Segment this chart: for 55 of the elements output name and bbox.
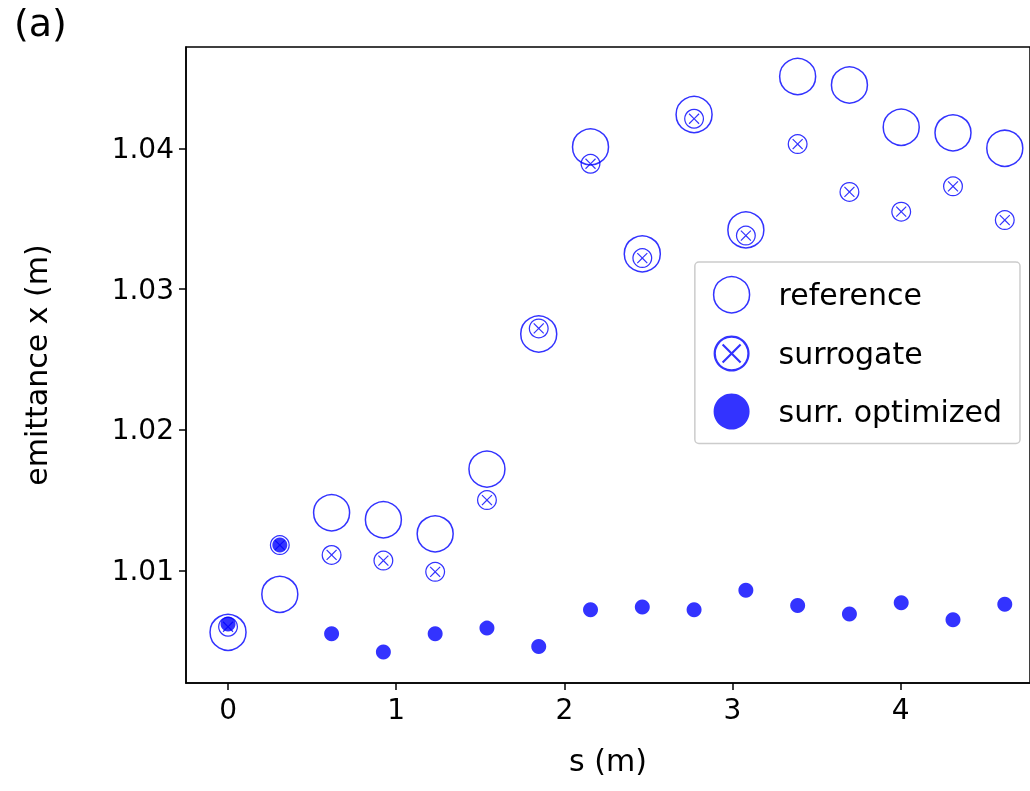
point [571, 128, 610, 166]
point [375, 644, 391, 660]
point [324, 626, 340, 642]
x-tick-label: 2 [555, 692, 574, 726]
point [261, 575, 299, 614]
y-tick-label: 1.03 [111, 272, 174, 306]
point [839, 181, 860, 202]
point [468, 450, 506, 488]
point [830, 66, 869, 104]
x-tick-label: 3 [723, 692, 742, 726]
x-tick-label: 4 [891, 692, 910, 726]
point [209, 613, 247, 652]
x-axis-title: s (m) [569, 742, 647, 778]
point [934, 114, 972, 152]
point [531, 638, 547, 654]
point [945, 612, 961, 628]
point [312, 494, 351, 532]
y-tick-label: 1.02 [111, 413, 174, 447]
point [787, 134, 808, 155]
point [841, 606, 857, 622]
y-tick-label: 1.04 [111, 131, 174, 165]
point [943, 176, 963, 197]
point [686, 602, 702, 618]
x-tick-label: 1 [387, 692, 406, 726]
point [425, 561, 446, 582]
point [479, 620, 495, 636]
point [580, 153, 601, 174]
y-tick-label: 1.01 [111, 553, 174, 587]
point [997, 596, 1013, 612]
point [675, 95, 713, 134]
point [738, 582, 754, 598]
point [476, 490, 497, 511]
y-axis-title: emittance x (m) [18, 244, 54, 486]
legend-label: surr. optimized [778, 394, 1002, 429]
legend-label: surrogate [778, 336, 923, 371]
point [778, 57, 817, 96]
point [321, 544, 342, 565]
point [373, 550, 394, 571]
point [986, 129, 1024, 168]
x-tick-label: 0 [219, 692, 237, 726]
point [416, 515, 454, 553]
point [893, 595, 909, 611]
point [520, 315, 558, 353]
point [891, 201, 912, 222]
legend-label: reference [778, 277, 922, 313]
point [364, 501, 403, 539]
text: (a) [14, 1, 67, 45]
point [583, 602, 599, 618]
point [427, 626, 443, 642]
point [623, 235, 662, 273]
point [882, 108, 920, 146]
point [634, 599, 650, 615]
point [994, 210, 1015, 231]
point [727, 211, 765, 249]
point [790, 598, 806, 614]
